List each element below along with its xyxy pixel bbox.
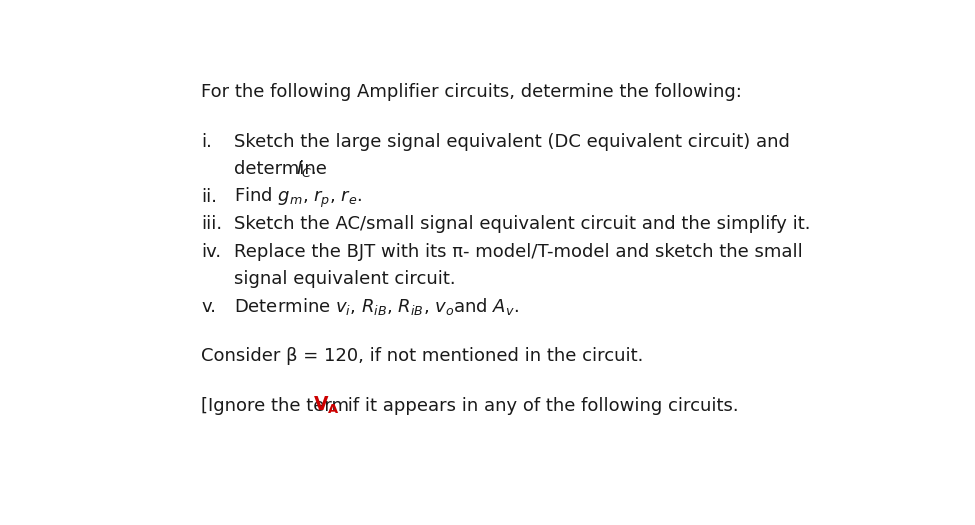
Text: Replace the BJT with its π- model/T-model and sketch the small: Replace the BJT with its π- model/T-mode… [234, 243, 802, 261]
Text: [Ignore the term: [Ignore the term [201, 397, 355, 415]
Text: For the following Amplifier circuits, determine the following:: For the following Amplifier circuits, de… [201, 83, 742, 101]
Text: $\mathbf{V_A}$: $\mathbf{V_A}$ [313, 395, 340, 416]
Text: Sketch the AC/small signal equivalent circuit and the simplify it.: Sketch the AC/small signal equivalent ci… [234, 215, 810, 233]
Text: signal equivalent circuit.: signal equivalent circuit. [234, 270, 455, 288]
Text: Find $g_m$, $r_p$, $r_e$.: Find $g_m$, $r_p$, $r_e$. [234, 186, 362, 210]
Text: Determine $v_i$, $R_{iB}$, $R_{iB}$, $v_o$and $A_v$.: Determine $v_i$, $R_{iB}$, $R_{iB}$, $v_… [234, 296, 519, 317]
Text: iv.: iv. [201, 243, 221, 261]
Text: Sketch the large signal equivalent (DC equivalent circuit) and: Sketch the large signal equivalent (DC e… [234, 133, 790, 151]
Text: determine: determine [234, 160, 332, 179]
Text: i.: i. [201, 133, 213, 151]
Text: if it appears in any of the following circuits.: if it appears in any of the following ci… [342, 397, 738, 415]
Text: Consider β = 120, if not mentioned in the circuit.: Consider β = 120, if not mentioned in th… [201, 347, 644, 365]
Text: v.: v. [201, 298, 216, 316]
Text: ii.: ii. [201, 188, 217, 206]
Text: $I_C$.: $I_C$. [296, 159, 317, 180]
Text: iii.: iii. [201, 215, 222, 233]
